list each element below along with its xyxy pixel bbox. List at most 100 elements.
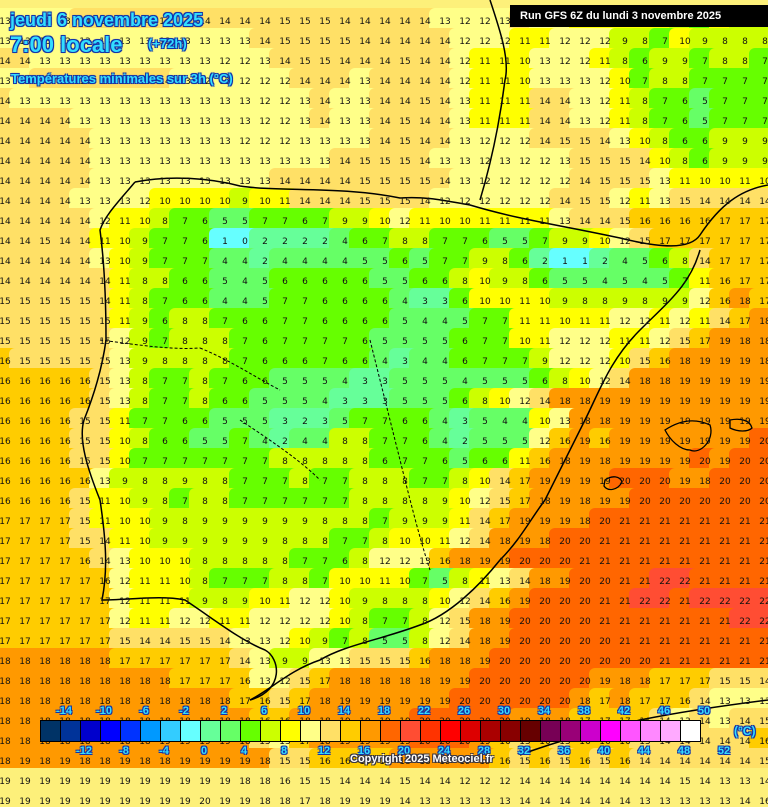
grid-value: 8: [742, 57, 748, 67]
grid-value: 6: [642, 57, 648, 67]
grid-value: 12: [219, 57, 231, 67]
grid-value: 7: [162, 337, 168, 347]
grid-value: 18: [0, 737, 11, 747]
grid-value: 15: [39, 237, 51, 247]
legend-swatch: [341, 721, 361, 741]
grid-value: 15: [599, 157, 611, 167]
grid-value: 9: [142, 337, 148, 347]
grid-value: 3: [442, 297, 448, 307]
grid-value: 12: [519, 137, 531, 147]
grid-value: 9: [542, 357, 548, 367]
grid-value: 22: [739, 617, 751, 627]
grid-value: 10: [439, 597, 451, 607]
legend-tick-bottom: 0: [200, 745, 208, 757]
grid-value: 12: [279, 677, 291, 687]
forecast-date: jeudi 6 novembre 2025: [10, 10, 204, 30]
legend-swatch: [361, 721, 381, 741]
grid-value: 12: [179, 617, 191, 627]
grid-value: 20: [479, 677, 491, 687]
grid-value: 13: [59, 97, 71, 107]
grid-value: 9: [262, 537, 268, 547]
grid-value: 16: [79, 477, 91, 487]
grid-value: 16: [319, 757, 331, 767]
grid-value: 18: [59, 657, 71, 667]
grid-value: 16: [39, 477, 51, 487]
grid-value: 15: [59, 357, 71, 367]
grid-value: 7: [262, 457, 268, 467]
grid-value: 14: [79, 157, 91, 167]
grid-value: 8: [342, 457, 348, 467]
grid-value: 15: [79, 437, 91, 447]
grid-value: 14: [639, 157, 651, 167]
grid-value: 18: [79, 757, 91, 767]
grid-value: 11: [159, 577, 171, 587]
grid-value: 14: [599, 217, 611, 227]
grid-value: 6: [382, 317, 388, 327]
grid-value: 14: [519, 797, 531, 807]
grid-value: 19: [499, 637, 511, 647]
grid-value: 22: [659, 597, 671, 607]
grid-value: 8: [462, 477, 468, 487]
grid-value: 12: [399, 557, 411, 567]
grid-value: 8: [502, 257, 508, 267]
grid-value: 6: [662, 257, 668, 267]
grid-value: 19: [739, 377, 751, 387]
grid-value: 8: [382, 497, 388, 507]
legend-tick-bottom: 36: [557, 745, 571, 757]
grid-value: 18: [759, 357, 768, 367]
grid-value: 5: [222, 277, 228, 287]
grid-value: 19: [19, 757, 31, 767]
grid-value: 19: [519, 597, 531, 607]
grid-value: 15: [99, 377, 111, 387]
grid-value: 1: [582, 257, 588, 267]
grid-value: 19: [199, 777, 211, 787]
grid-value: 8: [362, 517, 368, 527]
grid-value: 15: [459, 617, 471, 627]
grid-value: 10: [159, 557, 171, 567]
grid-value: 4: [342, 377, 348, 387]
legend-swatch: [281, 721, 301, 741]
grid-value: 6: [282, 277, 288, 287]
grid-value: 20: [559, 637, 571, 647]
grid-value: 5: [402, 337, 408, 347]
grid-value: 14: [39, 217, 51, 227]
grid-value: 10: [299, 637, 311, 647]
grid-value: 14: [379, 57, 391, 67]
grid-value: 7: [242, 577, 248, 587]
grid-value: 18: [579, 497, 591, 507]
grid-value: 17: [739, 277, 751, 287]
grid-value: 4: [382, 357, 388, 367]
grid-value: 7: [462, 237, 468, 247]
grid-value: 6: [462, 397, 468, 407]
grid-value: 5: [222, 437, 228, 447]
grid-value: 4: [302, 257, 308, 267]
grid-value: 7: [542, 237, 548, 247]
grid-value: 18: [159, 677, 171, 687]
grid-value: 13: [559, 217, 571, 227]
grid-value: 8: [162, 277, 168, 287]
grid-value: 8: [422, 617, 428, 627]
grid-value: 5: [442, 337, 448, 347]
grid-value: 19: [219, 777, 231, 787]
grid-value: 20: [579, 657, 591, 667]
grid-value: 16: [19, 377, 31, 387]
grid-value: 11: [179, 597, 191, 607]
grid-value: 17: [719, 217, 731, 227]
grid-value: 17: [679, 237, 691, 247]
grid-value: 8: [182, 357, 188, 367]
grid-value: 12: [559, 357, 571, 367]
grid-value: 21: [719, 657, 731, 667]
grid-value: 19: [579, 437, 591, 447]
grid-value: 19: [159, 797, 171, 807]
grid-value: 20: [519, 557, 531, 567]
grid-value: 17: [719, 257, 731, 267]
grid-value: 15: [319, 37, 331, 47]
grid-value: 21: [639, 637, 651, 647]
legend-swatch: [641, 721, 661, 741]
grid-value: 21: [739, 637, 751, 647]
grid-value: 19: [119, 797, 131, 807]
grid-value: 9: [242, 537, 248, 547]
grid-value: 8: [202, 357, 208, 367]
grid-value: 7: [702, 57, 708, 67]
legend-swatch: [161, 721, 181, 741]
